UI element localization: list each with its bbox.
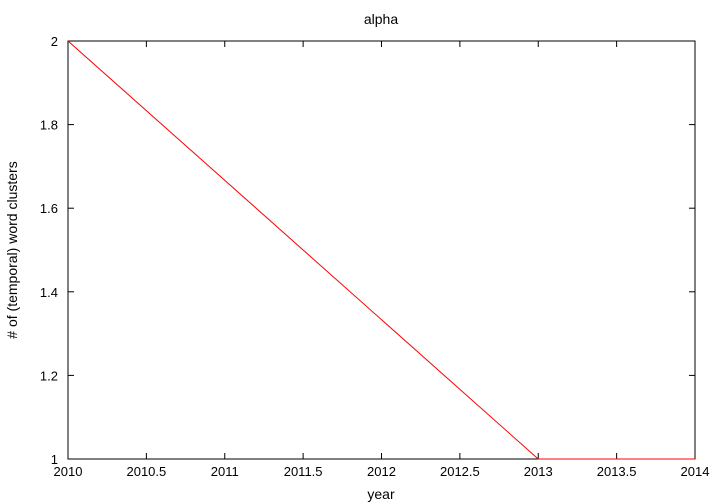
x-axis-label: year bbox=[367, 486, 395, 502]
x-axis: 2010 2010.5 2011 2011.5 2012 2012.5 2013 2013.5… bbox=[54, 41, 710, 479]
plot-area-frame bbox=[67, 40, 696, 460]
x-tick-label: 2013.5 bbox=[597, 464, 637, 479]
y-tick-label: 1.2 bbox=[40, 368, 58, 383]
x-tick-label: 2011.5 bbox=[284, 464, 323, 479]
x-tick-label: 2010 bbox=[54, 464, 83, 479]
series-line bbox=[67, 40, 695, 460]
x-tick-label: 2012.5 bbox=[440, 464, 480, 479]
x-tick-label: 2014 bbox=[681, 464, 710, 479]
series-layer bbox=[67, 40, 695, 460]
y-tick-label: 1.6 bbox=[40, 201, 58, 216]
y-axis: 1 1.2 1.4 1.6 1.8 2 bbox=[40, 34, 695, 467]
x-tick-label: 2010.5 bbox=[126, 464, 166, 479]
y-tick-label: 1.8 bbox=[40, 118, 58, 133]
y-tick-label: 1 bbox=[51, 452, 58, 467]
y-tick-label: 1.4 bbox=[40, 285, 58, 300]
y-axis-label: # of (temporal) word clusters bbox=[4, 161, 20, 338]
x-tick-label: 2012 bbox=[367, 464, 396, 479]
x-tick-label: 2013 bbox=[524, 464, 553, 479]
x-tick-label: 2011 bbox=[211, 464, 239, 479]
chart-title: alpha bbox=[364, 11, 398, 27]
y-tick-label: 2 bbox=[51, 34, 58, 49]
